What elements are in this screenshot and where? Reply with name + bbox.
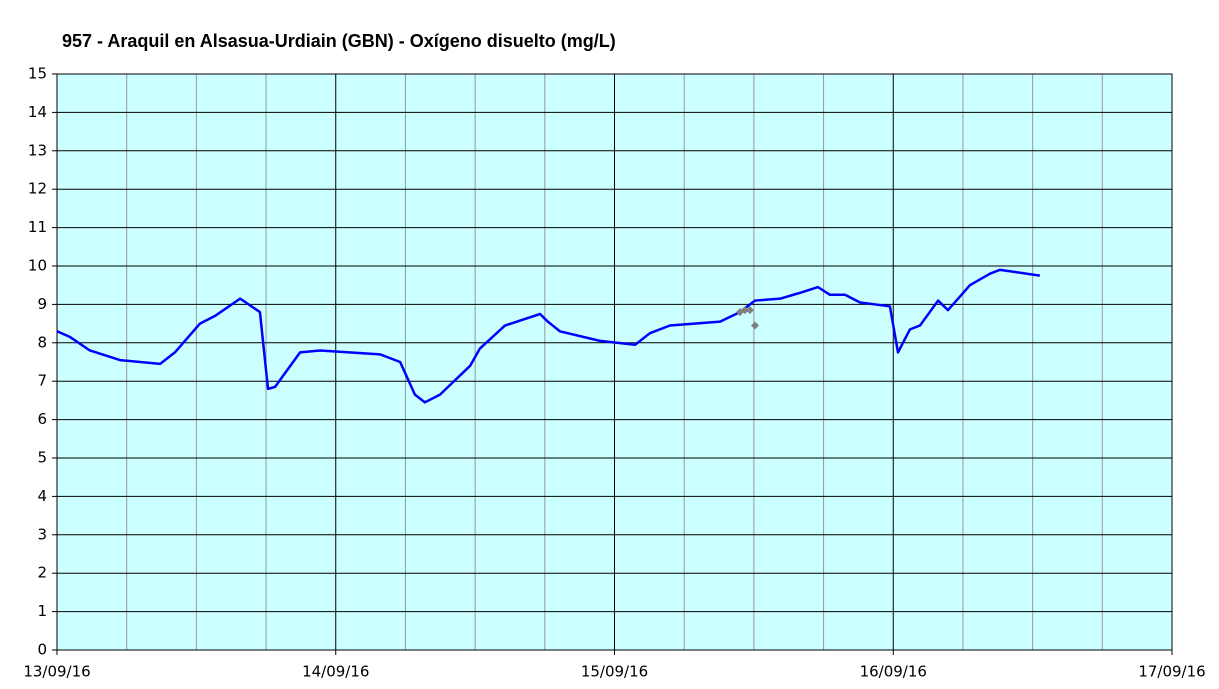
y-tick-label: 0 bbox=[37, 641, 47, 659]
y-tick-label: 9 bbox=[37, 295, 47, 313]
x-tick-label: 17/09/16 bbox=[1138, 663, 1205, 681]
y-tick-label: 5 bbox=[37, 449, 47, 467]
y-tick-label: 10 bbox=[28, 257, 47, 275]
y-tick-label: 6 bbox=[37, 410, 47, 428]
x-tick-label: 14/09/16 bbox=[302, 663, 369, 681]
x-tick-label: 15/09/16 bbox=[581, 663, 648, 681]
y-tick-label: 13 bbox=[28, 141, 47, 159]
data-line bbox=[56, 268, 1041, 404]
y-tick-label: 3 bbox=[37, 525, 47, 543]
y-tick-label: 2 bbox=[37, 564, 47, 582]
data-point bbox=[750, 321, 759, 330]
x-tick-label: 13/09/16 bbox=[23, 663, 90, 681]
chart-title: 957 - Araquil en Alsasua-Urdiain (GBN) -… bbox=[62, 31, 616, 51]
data-point bbox=[740, 306, 749, 315]
y-tick-label: 12 bbox=[28, 180, 47, 198]
y-tick-label: 7 bbox=[37, 372, 47, 390]
plot-border bbox=[56, 73, 1173, 651]
y-tick-label: 4 bbox=[37, 487, 47, 505]
x-tick-label: 16/09/16 bbox=[860, 663, 927, 681]
y-tick-label: 14 bbox=[28, 103, 47, 121]
y-tick-label: 1 bbox=[37, 602, 47, 620]
y-tick-label: 8 bbox=[37, 333, 47, 351]
data-point bbox=[745, 306, 754, 315]
y-tick-label: 11 bbox=[28, 218, 47, 236]
y-tick-label: 15 bbox=[28, 65, 47, 83]
